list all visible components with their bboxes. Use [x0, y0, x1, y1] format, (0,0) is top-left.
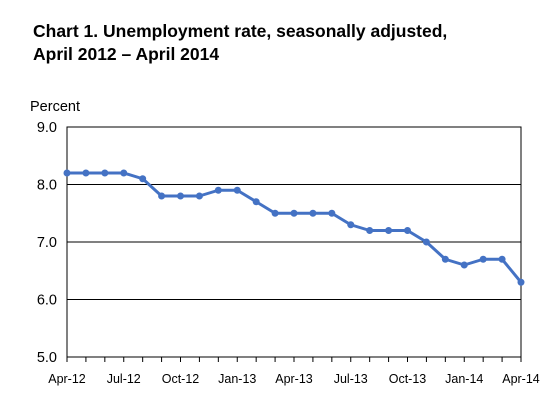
x-tick-label: Jan-14: [445, 372, 483, 386]
data-point: [479, 255, 487, 263]
data-point: [328, 209, 336, 217]
y-tick-label: 8.0: [37, 178, 57, 194]
data-point: [290, 209, 298, 217]
data-point: [517, 278, 525, 286]
x-tick-label: Apr-14: [502, 372, 540, 386]
data-point: [177, 192, 184, 200]
data-point: [460, 261, 468, 269]
y-tick-label: 9.0: [37, 120, 57, 136]
x-tick-label: Jul-13: [334, 372, 368, 386]
data-point: [252, 198, 260, 206]
data-point: [101, 169, 109, 177]
x-axis-tick-labels: Apr-12 Jul-12 Oct-12 Jan-13 Apr-13 Jul-13 Oct-…: [48, 372, 540, 386]
gridlines: [67, 184, 521, 300]
data-point: [441, 255, 449, 263]
chart-title-line-2: April 2012 – April 2014: [33, 44, 220, 64]
series-line: [65, 171, 523, 284]
data-point-markers: [63, 169, 525, 286]
data-point: [139, 175, 147, 183]
data-point: [120, 169, 128, 177]
data-point: [347, 221, 355, 229]
x-tick-label: Jan-13: [218, 372, 256, 386]
x-tick-label: Jul-12: [107, 372, 141, 386]
data-point: [214, 186, 222, 194]
data-point: [404, 227, 411, 234]
y-tick-label: 7.0: [37, 235, 57, 251]
data-point: [63, 169, 71, 177]
data-point: [195, 192, 203, 200]
y-tick-label: 6.0: [37, 293, 57, 309]
axis-ticks: [66, 357, 522, 362]
chart-title-line-1: Chart 1. Unemployment rate, seasonally a…: [33, 21, 448, 41]
data-point: [158, 192, 166, 200]
x-tick-label: Oct-13: [389, 372, 427, 386]
data-point: [309, 209, 317, 217]
data-point: [82, 169, 90, 177]
data-point: [233, 186, 241, 194]
data-point: [271, 209, 279, 217]
data-point: [498, 255, 506, 263]
y-axis-tick-labels: 5.0 6.0 7.0 8.0 9.0: [37, 120, 57, 366]
y-tick-label: 5.0: [37, 350, 57, 366]
data-point: [385, 227, 393, 234]
x-tick-label: Apr-13: [275, 372, 313, 386]
chart-title: Chart 1. Unemployment rate, seasonally a…: [33, 20, 533, 66]
data-point: [422, 238, 430, 246]
data-point: [366, 227, 374, 234]
x-tick-label: Apr-12: [48, 372, 86, 386]
y-axis-label: Percent: [30, 99, 80, 115]
x-tick-label: Oct-12: [162, 372, 200, 386]
